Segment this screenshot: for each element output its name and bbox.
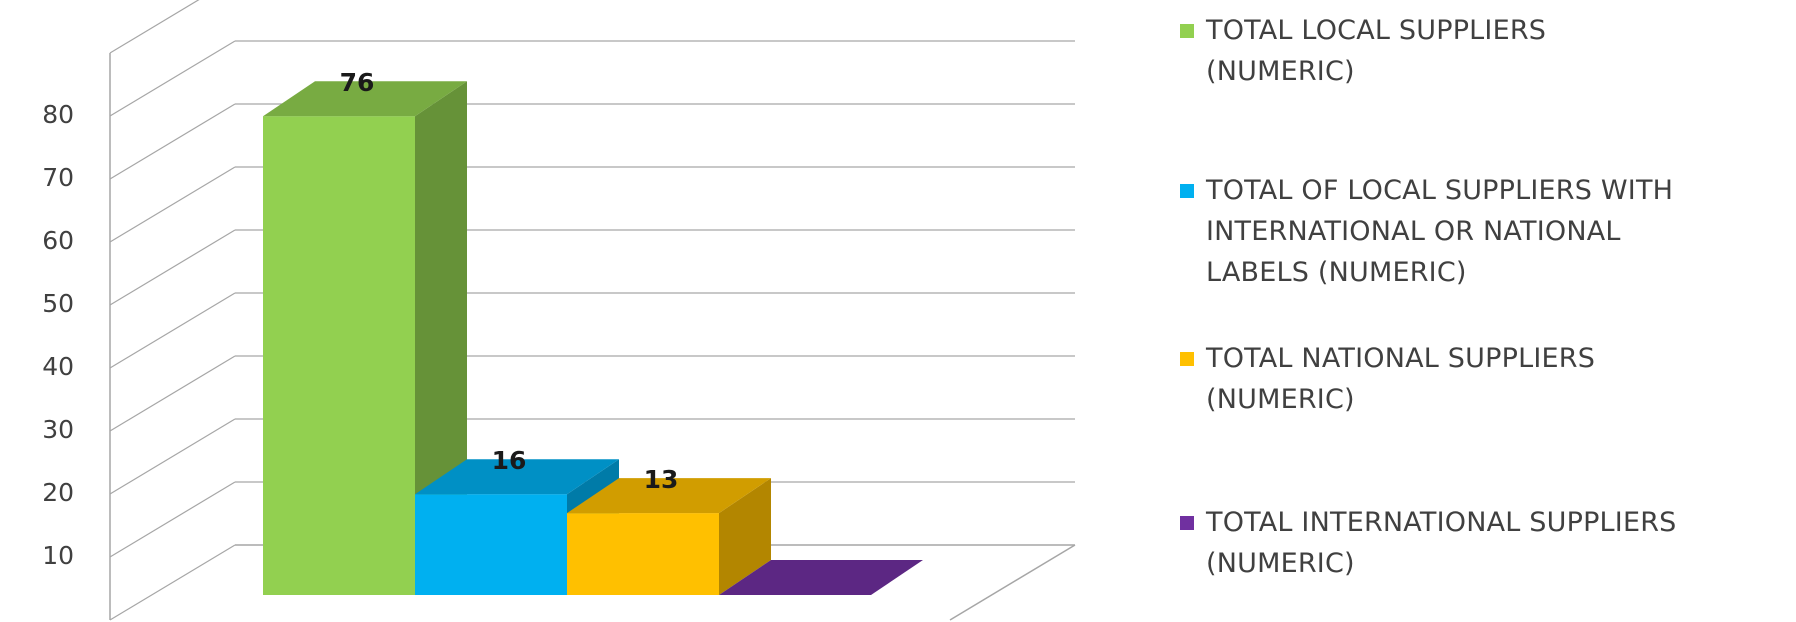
legend-line: TOTAL LOCAL SUPPLIERS — [1206, 15, 1547, 46]
bar-side — [415, 81, 467, 595]
legend-swatch-local — [1180, 24, 1194, 38]
legend-line: INTERNATIONAL OR NATIONAL — [1206, 216, 1621, 247]
legend-line: (NUMERIC) — [1206, 384, 1355, 415]
legend-line: TOTAL NATIONAL SUPPLIERS — [1206, 343, 1596, 374]
bar-front — [415, 494, 567, 595]
gridline-diagonal — [109, 166, 236, 243]
data-label: 76 — [340, 68, 375, 97]
legend-item-local-suppliers: TOTAL LOCAL SUPPLIERS (NUMERIC) — [1180, 10, 1780, 92]
legend-line: TOTAL INTERNATIONAL SUPPLIERS — [1206, 507, 1677, 538]
bar-1 — [263, 81, 467, 595]
gridline-diagonal — [109, 481, 236, 558]
legend-item-labelled-suppliers: TOTAL OF LOCAL SUPPLIERS WITH INTERNATIO… — [1180, 170, 1780, 293]
bar-top — [415, 459, 619, 495]
y-tick-label: 70 — [42, 163, 74, 192]
y-tick-label: 10 — [42, 541, 74, 570]
gridline-diagonal — [109, 418, 236, 495]
bar-top — [567, 478, 771, 514]
legend-item-national-suppliers: TOTAL NATIONAL SUPPLIERS (NUMERIC) — [1180, 338, 1780, 420]
legend-swatch-national — [1180, 352, 1194, 366]
legend-swatch-labelled — [1180, 184, 1194, 198]
y-tick-label: 40 — [42, 352, 74, 381]
legend-line: TOTAL OF LOCAL SUPPLIERS WITH — [1206, 175, 1674, 206]
legend-item-international-suppliers: TOTAL INTERNATIONAL SUPPLIERS (NUMERIC) — [1180, 502, 1780, 584]
y-axis-ticks: 10 20 30 40 50 60 70 80 — [42, 100, 74, 570]
bar-side — [719, 478, 771, 595]
data-label: 16 — [492, 446, 527, 475]
bar-front — [567, 513, 719, 595]
bar-top — [263, 81, 467, 117]
gridline-diagonal — [109, 103, 236, 180]
gridline-diagonal — [109, 544, 236, 621]
gridline-diagonal — [109, 229, 236, 306]
bar-front — [263, 116, 415, 595]
y-tick-label: 20 — [42, 478, 74, 507]
y-tick-label: 60 — [42, 226, 74, 255]
gridline-diagonal — [109, 355, 236, 432]
y-tick-label: 50 — [42, 289, 74, 318]
y-tick-label: 30 — [42, 415, 74, 444]
gridline-diagonal — [109, 40, 236, 117]
data-labels: 76 16 13 — [340, 68, 679, 494]
bar-3 — [567, 478, 771, 595]
gridline-diagonal — [109, 0, 200, 54]
bar-top — [719, 560, 923, 595]
legend-line: (NUMERIC) — [1206, 56, 1355, 87]
gridline-diagonal — [109, 292, 236, 369]
floor-right-edge — [949, 544, 1076, 621]
bars — [263, 81, 923, 595]
y-tick-label: 80 — [42, 100, 74, 129]
legend-swatch-international — [1180, 516, 1194, 530]
legend-line: (NUMERIC) — [1206, 548, 1355, 579]
bar-4 — [719, 560, 923, 595]
legend-line: LABELS (NUMERIC) — [1206, 257, 1467, 288]
data-label: 13 — [644, 465, 679, 494]
